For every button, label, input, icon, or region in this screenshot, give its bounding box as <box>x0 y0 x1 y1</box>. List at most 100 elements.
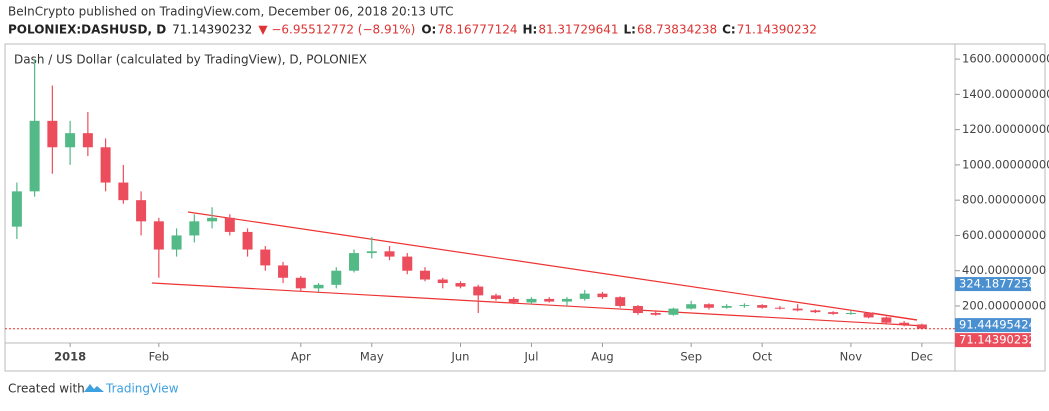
y-tick-label: 400.00000000 <box>962 263 1046 277</box>
chart-legend: Dash / US Dollar (calculated by TradingV… <box>14 53 367 67</box>
candle-body <box>136 200 147 222</box>
price-label-box <box>955 333 1031 348</box>
summary-item: 71.14390232 <box>172 23 252 37</box>
ohlc-value: 71.14390232 <box>737 23 817 37</box>
y-tick-label: 1600.00000000 <box>962 52 1049 66</box>
x-tick-label: Jun <box>451 350 470 364</box>
x-tick-label: Sep <box>680 350 702 364</box>
candle-body <box>331 270 342 285</box>
ohlc-label: O: <box>421 23 436 37</box>
price-label: 71.14390232 <box>959 333 1036 347</box>
ohlc-value: 68.73834238 <box>637 23 717 37</box>
price-label: 91.44495424 <box>959 318 1036 332</box>
brand-icon <box>84 384 104 392</box>
y-tick-label: 1200.00000000 <box>962 122 1049 136</box>
y-tick-label: 1000.00000000 <box>962 157 1049 171</box>
candle-body <box>757 305 768 308</box>
candle-body <box>739 305 750 307</box>
candle-body <box>774 307 785 309</box>
candles <box>11 59 927 330</box>
ohlc-label: C: <box>722 23 736 37</box>
x-tick-label: May <box>360 350 384 364</box>
summary-item: POLONIEX:DASHUSD, D <box>8 23 166 37</box>
summary-item: ▼ −6.95512772 (−8.91%) <box>258 23 415 37</box>
candle-body <box>792 308 803 311</box>
candle-body <box>65 133 76 148</box>
candle-body <box>82 133 93 148</box>
summary-line: POLONIEX:DASHUSD, D 71.14390232 ▼ −6.95512… <box>8 23 817 37</box>
candle-body <box>561 298 572 302</box>
y-tick-label: 800.00000000 <box>962 193 1046 207</box>
candle-body <box>703 304 714 308</box>
candle-body <box>295 277 306 289</box>
candle-body <box>420 270 431 280</box>
y-tick-label: 1400.00000000 <box>962 87 1049 101</box>
candle-body <box>721 305 732 308</box>
candle-body <box>526 298 537 303</box>
candle-body <box>242 231 253 250</box>
candle-body <box>47 120 58 148</box>
x-tick-label: Oct <box>752 350 772 364</box>
y-tick-label: 600.00000000 <box>962 228 1046 242</box>
price-label-box <box>955 277 1031 292</box>
candle-body <box>473 286 484 296</box>
x-tick-label: Feb <box>149 350 169 364</box>
candle-body <box>490 295 501 299</box>
candle-body <box>579 293 590 299</box>
candle-body <box>881 317 892 323</box>
x-tick-label: Jul <box>524 350 539 364</box>
candle-body <box>455 283 466 287</box>
price-label: 324.18772581 <box>959 277 1043 291</box>
candle-body <box>278 265 289 278</box>
ohlc-value: 81.31729641 <box>538 23 618 37</box>
candle-body <box>189 221 200 236</box>
candle-body <box>153 221 164 250</box>
ohlc-label: H: <box>522 23 537 37</box>
candle-body <box>544 298 555 302</box>
candle-body <box>366 251 377 254</box>
trend-line-lower <box>151 282 926 327</box>
candle-body <box>313 284 324 289</box>
candle-body <box>810 310 821 313</box>
price-label-box <box>955 318 1031 333</box>
candle-body <box>171 235 182 250</box>
candle-body <box>207 217 218 222</box>
frame <box>4 43 1046 372</box>
ohlc-value: 78.16777124 <box>437 23 517 37</box>
candle-body <box>349 253 360 271</box>
candle-body <box>899 322 910 325</box>
x-tick-label: Apr <box>291 350 311 364</box>
candle-body <box>916 324 927 329</box>
candle-body <box>508 298 519 303</box>
candle-body <box>650 313 661 315</box>
candle-body <box>597 293 608 298</box>
candle-body <box>384 251 395 257</box>
trend-line-inner <box>871 312 918 321</box>
x-tick-label: 2018 <box>54 350 86 364</box>
x-tick-label: Nov <box>840 350 863 364</box>
footer: Created with <box>8 382 85 396</box>
candle-body <box>615 297 626 306</box>
y-tick-label: 200.00000000 <box>962 298 1046 312</box>
candle-body <box>632 305 643 314</box>
trend-line-upper <box>187 211 918 321</box>
ohlc-label: L: <box>624 23 636 37</box>
candle-body <box>845 313 856 315</box>
candle-body <box>224 217 235 232</box>
candle-body <box>863 313 874 318</box>
x-tick-label: Aug <box>591 350 613 364</box>
footer-brand: TradingView <box>105 382 179 396</box>
candle-body <box>100 147 111 183</box>
candle-body <box>260 249 271 266</box>
candle-body <box>118 182 129 201</box>
candle-body <box>437 279 448 284</box>
x-tick-label: Dec <box>911 350 933 364</box>
candle-body <box>668 308 679 315</box>
candle-body <box>11 191 22 227</box>
byline: BeInCrypto published on TradingView.com,… <box>8 5 454 19</box>
candle-body <box>29 120 40 192</box>
candle-body <box>402 256 413 271</box>
candle-body <box>828 312 839 314</box>
candle-body <box>686 304 697 309</box>
